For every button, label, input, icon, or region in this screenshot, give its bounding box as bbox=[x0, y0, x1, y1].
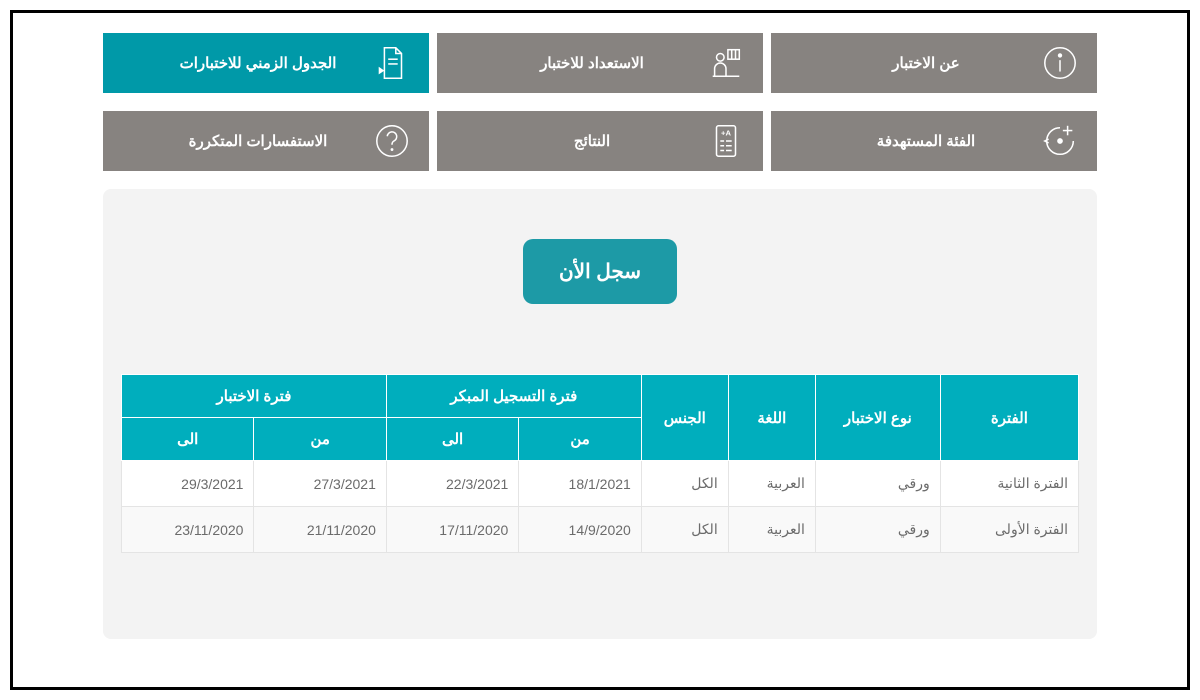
cell-exam-to: 29/3/2021 bbox=[122, 461, 254, 507]
col-exam-from: من bbox=[254, 418, 386, 461]
tab-label: الجدول الزمني للاختبارات bbox=[119, 54, 357, 72]
col-exam-to: الى bbox=[122, 418, 254, 461]
table-row: الفترة الثانية ورقي العربية الكل 18/1/20… bbox=[122, 461, 1079, 507]
cell-reg-to: 17/11/2020 bbox=[386, 507, 518, 553]
cell-exam-from: 27/3/2021 bbox=[254, 461, 386, 507]
tab-prepare-exam[interactable]: الاستعداد للاختبار bbox=[437, 33, 763, 93]
tab-label: الفئة المستهدفة bbox=[787, 132, 1025, 150]
tab-about-exam[interactable]: عن الاختبار bbox=[771, 33, 1097, 93]
svg-text:A+: A+ bbox=[721, 128, 731, 137]
cell-reg-from: 14/9/2020 bbox=[519, 507, 642, 553]
cell-language: العربية bbox=[728, 461, 815, 507]
tab-label: الاستعداد للاختبار bbox=[453, 54, 691, 72]
col-reg-from: من bbox=[519, 418, 642, 461]
col-language: اللغة bbox=[728, 375, 815, 461]
schedule-table: الفترة نوع الاختبار اللغة الجنس فترة الت… bbox=[121, 374, 1079, 553]
tab-target-audience[interactable]: الفئة المستهدفة bbox=[771, 111, 1097, 171]
col-exam-period: فترة الاختبار bbox=[122, 375, 387, 418]
cell-gender: الكل bbox=[641, 507, 728, 553]
tab-results[interactable]: A+ النتائج bbox=[437, 111, 763, 171]
cell-exam-type: ورقي bbox=[815, 507, 940, 553]
cell-exam-from: 21/11/2020 bbox=[254, 507, 386, 553]
cell-reg-from: 18/1/2021 bbox=[519, 461, 642, 507]
cell-exam-to: 23/11/2020 bbox=[122, 507, 254, 553]
page-frame: عن الاختبار الاستعداد للاختبار الجدول ال… bbox=[10, 10, 1190, 690]
col-gender: الجنس bbox=[641, 375, 728, 461]
document-icon bbox=[371, 42, 413, 84]
results-icon: A+ bbox=[705, 120, 747, 162]
register-now-button[interactable]: سجل الأن bbox=[523, 239, 677, 304]
target-icon bbox=[1039, 120, 1081, 162]
question-icon bbox=[371, 120, 413, 162]
tab-label: عن الاختبار bbox=[787, 54, 1025, 72]
cell-language: العربية bbox=[728, 507, 815, 553]
table-row: الفترة الأولى ورقي العربية الكل 14/9/202… bbox=[122, 507, 1079, 553]
col-exam-type: نوع الاختبار bbox=[815, 375, 940, 461]
col-early-registration: فترة التسجيل المبكر bbox=[386, 375, 641, 418]
cell-exam-type: ورقي bbox=[815, 461, 940, 507]
tab-faq[interactable]: الاستفسارات المتكررة bbox=[103, 111, 429, 171]
tab-label: النتائج bbox=[453, 132, 691, 150]
content-panel: سجل الأن الفترة نوع الاختبار اللغة الجنس… bbox=[103, 189, 1097, 639]
cell-gender: الكل bbox=[641, 461, 728, 507]
tabs-row-2: الفئة المستهدفة A+ النتائج الاستفسارات ا… bbox=[103, 111, 1097, 171]
cell-period: الفترة الأولى bbox=[940, 507, 1078, 553]
tab-exam-schedule[interactable]: الجدول الزمني للاختبارات bbox=[103, 33, 429, 93]
col-period: الفترة bbox=[940, 375, 1078, 461]
info-icon bbox=[1039, 42, 1081, 84]
tab-label: الاستفسارات المتكررة bbox=[119, 132, 357, 150]
cell-period: الفترة الثانية bbox=[940, 461, 1078, 507]
register-wrap: سجل الأن bbox=[121, 239, 1079, 304]
cell-reg-to: 22/3/2021 bbox=[386, 461, 518, 507]
study-icon bbox=[705, 42, 747, 84]
tabs-row-1: عن الاختبار الاستعداد للاختبار الجدول ال… bbox=[103, 33, 1097, 93]
col-reg-to: الى bbox=[386, 418, 518, 461]
